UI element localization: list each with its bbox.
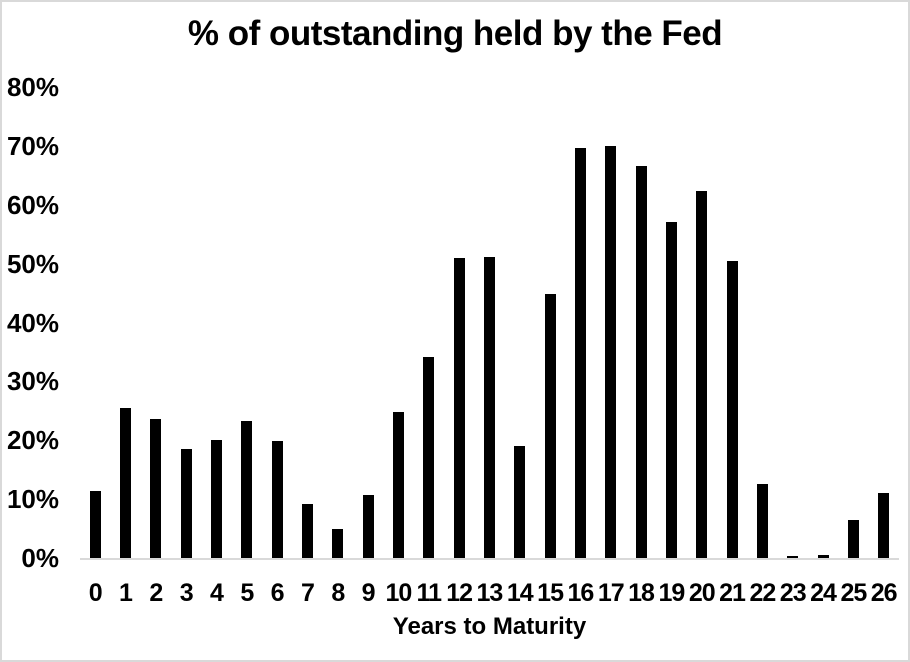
x-tick-label-26: 26 xyxy=(870,579,898,607)
y-tick-label-10pct: 10% xyxy=(6,484,59,515)
x-tick-label-14: 14 xyxy=(506,579,534,607)
x-tick-label-8: 8 xyxy=(331,579,345,607)
plot-area xyxy=(80,87,899,558)
x-tick-label-11: 11 xyxy=(416,579,442,607)
bar-year-5 xyxy=(241,420,253,558)
bar-year-23 xyxy=(787,556,799,558)
bar-year-25 xyxy=(848,519,859,558)
bar-year-1 xyxy=(120,407,131,558)
x-tick-label-7: 7 xyxy=(301,579,315,607)
bar-year-9 xyxy=(362,495,374,558)
x-tick-label-15: 15 xyxy=(537,579,564,607)
y-tick-label-50pct: 50% xyxy=(6,248,59,279)
x-tick-label-10: 10 xyxy=(385,579,413,607)
bar-year-12 xyxy=(453,258,465,558)
x-tick-label-25: 25 xyxy=(840,579,867,607)
bar-year-6 xyxy=(271,441,283,558)
y-tick-label-80pct: 80% xyxy=(6,72,59,102)
bar-year-15 xyxy=(544,294,556,558)
x-tick-label-9: 9 xyxy=(361,579,376,607)
x-tick-label-22: 22 xyxy=(749,579,776,607)
x-tick-label-2: 2 xyxy=(149,579,163,607)
bar-year-17 xyxy=(605,146,617,558)
x-tick-label-16: 16 xyxy=(567,579,595,607)
y-tick-label-0pct: 0% xyxy=(21,543,59,573)
chart-title: % of outstanding held by the Fed xyxy=(187,14,723,53)
x-axis-tick-labels: 0 1 2 3 4 5 6 7 8 9 10 11 12 13 14 15 16 17 18 19 20 21 22 23 24… xyxy=(80,578,899,608)
bar-year-18 xyxy=(635,165,647,558)
bar-year-10 xyxy=(393,412,404,558)
x-tick-label-20: 20 xyxy=(688,579,716,607)
y-tick-label-20pct: 20% xyxy=(6,425,59,456)
bar-year-14 xyxy=(514,445,526,558)
x-axis-title: Years to Maturity xyxy=(392,613,587,640)
bar-year-7 xyxy=(302,503,313,558)
bar-year-16 xyxy=(575,148,586,558)
x-axis-line xyxy=(80,558,899,560)
x-tick-label-24: 24 xyxy=(810,579,837,607)
x-tick-label-5: 5 xyxy=(240,579,254,607)
bar-year-11 xyxy=(423,357,435,558)
x-tick-label-23: 23 xyxy=(779,579,807,607)
x-tick-label-4: 4 xyxy=(210,579,224,607)
x-tick-label-12: 12 xyxy=(446,579,473,607)
bar-year-0 xyxy=(89,491,101,558)
bar-year-4 xyxy=(211,439,222,558)
x-tick-label-19: 19 xyxy=(658,579,685,607)
bar-year-20 xyxy=(696,191,708,558)
x-tick-label-13: 13 xyxy=(476,579,504,607)
x-tick-label-6: 6 xyxy=(270,579,285,607)
x-tick-label-21: 21 xyxy=(719,579,746,607)
bar-year-13 xyxy=(484,257,495,558)
y-tick-label-40pct: 40% xyxy=(6,307,59,338)
bar-year-2 xyxy=(150,419,162,558)
bar-year-26 xyxy=(878,493,890,558)
x-tick-label-0: 0 xyxy=(88,579,103,607)
bar-year-8 xyxy=(332,529,344,558)
x-tick-label-1: 1 xyxy=(119,579,133,607)
y-tick-label-70pct: 70% xyxy=(6,130,59,161)
bar-year-3 xyxy=(180,448,192,558)
bar-year-19 xyxy=(666,221,677,558)
y-tick-label-30pct: 30% xyxy=(6,366,59,397)
bar-year-22 xyxy=(757,484,768,558)
bar-year-21 xyxy=(726,260,738,558)
x-tick-label-18: 18 xyxy=(628,579,655,607)
x-tick-label-17: 17 xyxy=(597,579,625,607)
y-tick-label-60pct: 60% xyxy=(6,189,59,220)
bar-year-24 xyxy=(817,555,829,558)
x-tick-label-3: 3 xyxy=(179,579,194,607)
